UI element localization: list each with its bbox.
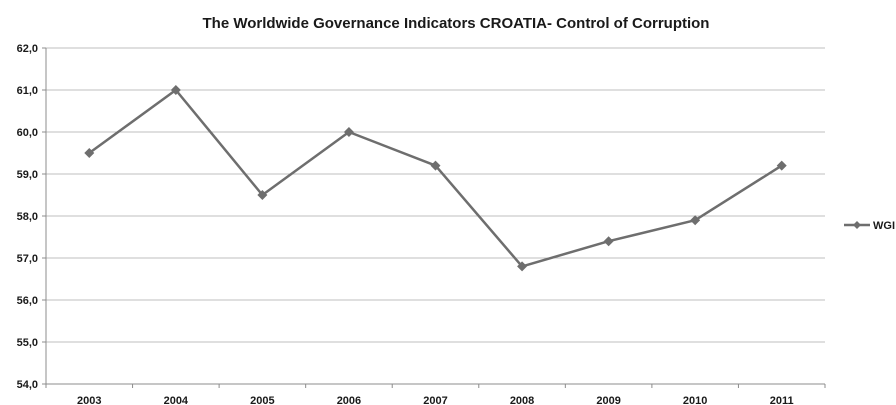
gridlines [46, 47, 825, 343]
x-tick-label: 2011 [770, 395, 794, 405]
chart-title: The Worldwide Governance Indicators CROA… [203, 15, 710, 32]
y-tick-label: 60,0 [17, 127, 38, 139]
data-point [257, 190, 268, 200]
x-tick-label: 2003 [77, 395, 101, 405]
y-tick-label: 56,0 [17, 295, 38, 307]
data-point [84, 148, 95, 158]
series-line-wgi [88, 88, 783, 268]
legend-marker [853, 221, 861, 229]
legend: WGI [844, 220, 895, 232]
y-tick-label: 62,0 [17, 43, 38, 55]
data-point [343, 127, 354, 137]
data-point [603, 236, 614, 247]
data-point [430, 160, 441, 171]
x-tick-label: 2009 [596, 395, 620, 405]
x-axis-tick-labels: 2003 2004 2005 2006 2007 2008 2009 2010 2011 [77, 395, 794, 405]
y-tick-label: 55,0 [17, 337, 38, 349]
x-tick-label: 2010 [683, 395, 707, 405]
data-point [170, 85, 181, 95]
series-layer [84, 85, 787, 272]
x-tick-label: 2007 [423, 395, 447, 405]
legend-label: WGI [873, 220, 895, 232]
data-point [776, 160, 787, 171]
y-tick-label: 59,0 [17, 169, 38, 181]
y-tick-label: 58,0 [17, 211, 38, 223]
x-tick-label: 2004 [164, 395, 189, 405]
y-axis-tick-labels: 54,0 55,0 56,0 57,0 58,0 59,0 60,0 61,0 62,0 [17, 43, 38, 391]
data-point [690, 215, 701, 226]
y-tick-label: 57,0 [17, 253, 38, 265]
axes [42, 47, 826, 388]
x-tick-label: 2008 [510, 395, 534, 405]
y-tick-label: 54,0 [17, 379, 38, 391]
x-tick-label: 2006 [337, 395, 361, 405]
data-point [517, 261, 528, 272]
x-tick-label: 2005 [250, 395, 274, 405]
y-tick-label: 61,0 [17, 85, 38, 97]
